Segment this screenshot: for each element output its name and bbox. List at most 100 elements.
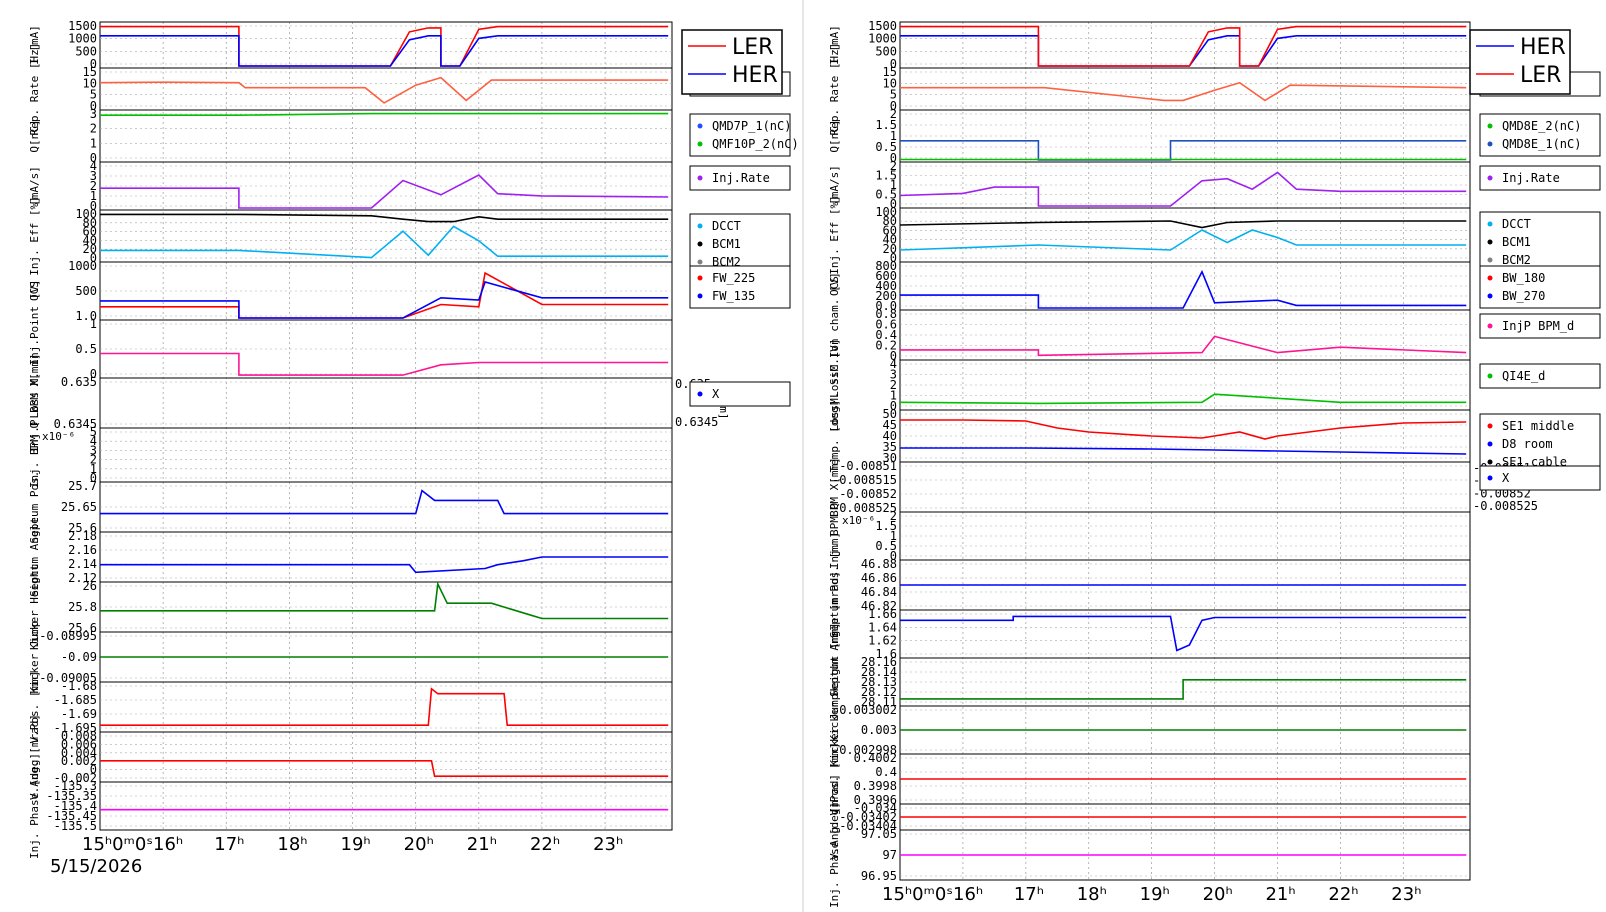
tick-label: 0.5 [875,188,897,202]
hour-label: 19ʰ [1140,884,1170,905]
row-9: -0.00851-0.008515-0.00852-0.008525-0.008… [828,457,1601,517]
tick-label: 0.008 [61,729,97,743]
tick-label: 0.004 [61,746,97,760]
tick-label: 0.8 [875,307,897,321]
tick-label: 0 [890,99,897,113]
tick-label: 20 [883,242,897,256]
series-line-septum-pos- [100,489,669,515]
series-line-dcct [100,225,669,259]
top-legend: LER HER [681,29,783,95]
tick-label: 60 [83,225,97,239]
tick-label: 500 [875,44,897,58]
tick-label: 28.14 [861,665,897,679]
tick-label: 2 [890,509,897,523]
tick-label: 4 [890,357,897,371]
series-line-bw-270 [900,269,1467,309]
tick-label: 1.0 [75,309,97,323]
series-line-kicker-height [100,581,669,620]
y-axis-label: [mA/s] [828,165,841,205]
top-legend: HER LER [1469,29,1571,95]
legend-marker [697,175,703,181]
tick-label: -135.35 [46,789,97,803]
tick-label: -135.5 [54,819,97,833]
tick-label: 5 [890,88,897,102]
tick-label: 500 [75,44,97,58]
tick-label: 500 [75,284,97,298]
y-axis-label: Kicker Height [28,564,41,650]
legend-marker [1487,423,1493,429]
exponent-label: x10⁻⁶ [842,514,875,527]
tick-label: 96.95 [861,869,897,883]
tick-label: 0.5 [875,140,897,154]
tick-label: 1500 [868,19,897,33]
legend-label: QI4E_d [1502,369,1545,383]
y-axis-label: Kicker Jump [828,694,841,767]
legend-label: BW_180 [1502,271,1545,285]
legend-marker [697,391,703,397]
legend-marker [1487,123,1493,129]
series-line-d8-room [900,447,1467,455]
tick-label: 600 [875,269,897,283]
legend: X [1479,465,1601,491]
legend-box [1479,413,1601,475]
tick-label: 1.5 [875,118,897,132]
y-axis-label: OCS [828,276,841,296]
y-axis-label: I [mA] [828,25,841,65]
tick-label: 0 [90,471,97,485]
date-label: 5/15/2026 [50,856,142,877]
tick-label: 1000 [68,32,97,46]
legend-label: QMD8E_2(nC) [1502,119,1581,133]
tick-label: 3 [90,107,97,121]
legend-box [1479,313,1601,339]
tick-label: 0.003 [861,723,897,737]
legend-box [1479,465,1601,491]
tick-label: 40 [83,233,97,247]
tick-label: 28.12 [861,685,897,699]
tick-label: 10 [883,76,897,90]
top-legend-label: LER [1520,63,1561,88]
tick-label: -0.034 [854,801,897,815]
legend-label: BW_270 [1502,289,1545,303]
y-axis-label: BPM X[mm] [828,457,841,517]
tick-label: 0 [90,151,97,165]
tick-label: 0.002 [61,754,97,768]
tick-label: 4 [90,434,97,448]
y-axis-label: I [mA] [28,25,41,65]
hour-label: 18ʰ [1077,884,1107,905]
hour-label: 17ʰ [214,834,244,855]
tick-label: -1.685 [54,693,97,707]
row-15: -135.3-135.35-135.4-135.45-135.5 Inj. Pha… [28,753,673,859]
tick-label: 0 [890,197,897,211]
tick-label: 25.8 [68,600,97,614]
row-9: 25.7 25.65 25.6 Septum Pos. [28,471,673,544]
series-line-dcct [899,229,1467,251]
tick-label: 2 [890,159,897,173]
y-axis-label: Septum Pos. [mm] [828,532,841,638]
hour-label: 15ʰ0ᵐ0ˢ16ʰ [82,834,183,855]
left-panel: 15ʰ0ᵐ0ˢ16ʰ 17ʰ 18ʰ 19ʰ 20ʰ 21ʰ 22ʰ 23ʰ 5/15/2026… [28,19,799,877]
hour-label: 21ʰ [467,834,497,855]
hour-label: 18ʰ [277,834,307,855]
legend-label: FW_225 [712,271,755,285]
legend-label: BCM1 [712,237,741,251]
y-axis-label: Septum Pos. [28,471,41,544]
row-5: 1000 500 1.0 OCS FW_225 FW_135 [28,259,791,323]
legend-box [689,165,791,191]
tick-label: 2 [90,453,97,467]
legend-label: Inj.Rate [712,171,770,185]
tick-label: 4 [90,159,97,173]
tick-label: 0 [890,151,897,165]
row-3: 21.510.50 [mA/s] Inj.Rate [828,159,1601,211]
legend-marker [697,223,703,229]
series-line-injp-bpm-d [900,335,1467,357]
y-axis-label: V.Pos. [mm] [828,743,841,816]
legend-label: DCCT [1502,217,1531,231]
hour-label: 20ʰ [1203,884,1233,905]
tick-label: -135.4 [54,799,97,813]
tick-label: 1500 [68,19,97,33]
